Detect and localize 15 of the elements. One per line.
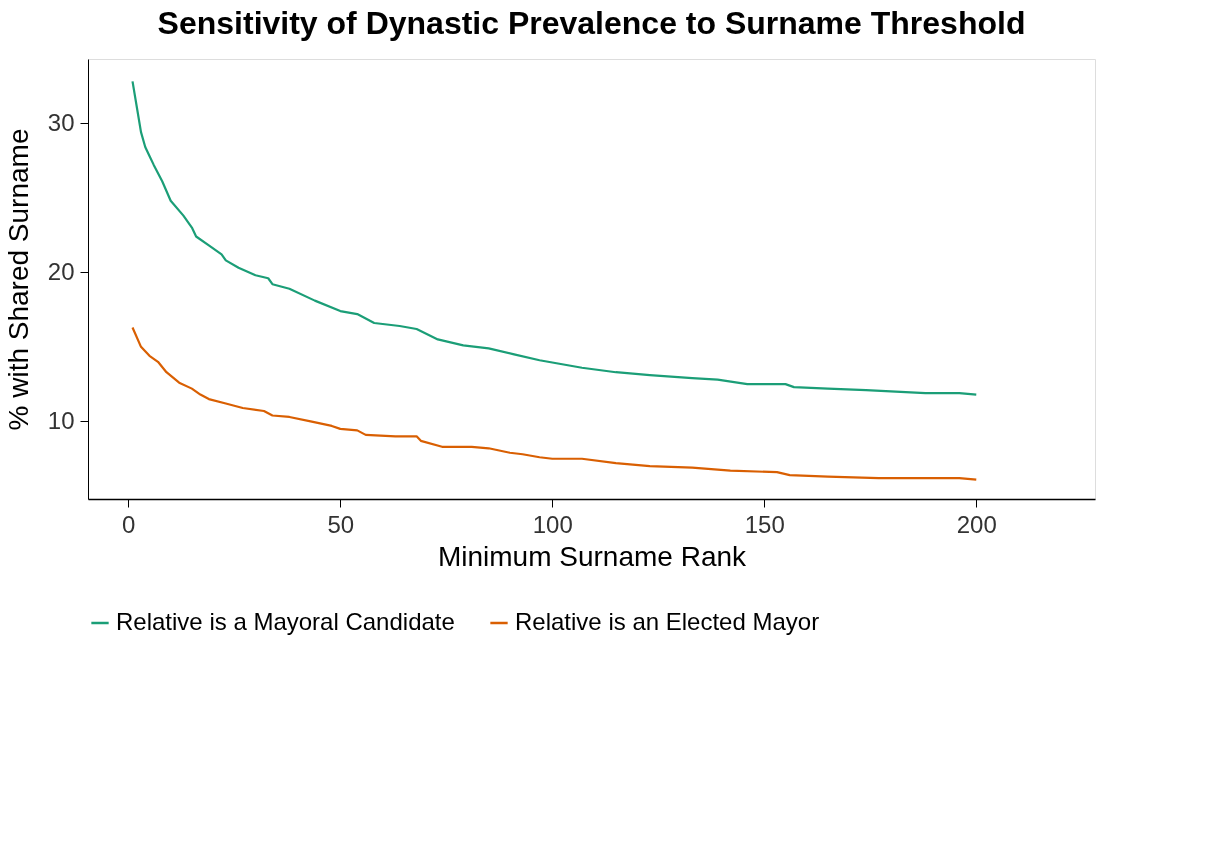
x-tick-label: 50 <box>327 510 355 538</box>
chart-title: Sensitivity of Dynastic Prevalence to Surname Threshold <box>157 5 1026 41</box>
y-tick-label: 20 <box>47 257 75 285</box>
legend-label: Relative is an Elected Mayor <box>515 608 820 635</box>
y-tick-label: 10 <box>47 406 75 434</box>
x-axis-title: Minimum Surname Rank <box>437 540 748 572</box>
x-tick-label: 150 <box>744 510 785 538</box>
x-tick-label: 0 <box>122 510 136 538</box>
line-series <box>131 80 978 396</box>
legend-label: Relative is a Mayoral Candidate <box>116 608 455 635</box>
y-axis-title: % with Shared Surname <box>2 128 34 431</box>
x-tick-label: 100 <box>532 510 573 538</box>
line-series <box>131 326 978 481</box>
x-tick-label: 200 <box>956 510 997 538</box>
y-tick-label: 30 <box>47 108 75 136</box>
